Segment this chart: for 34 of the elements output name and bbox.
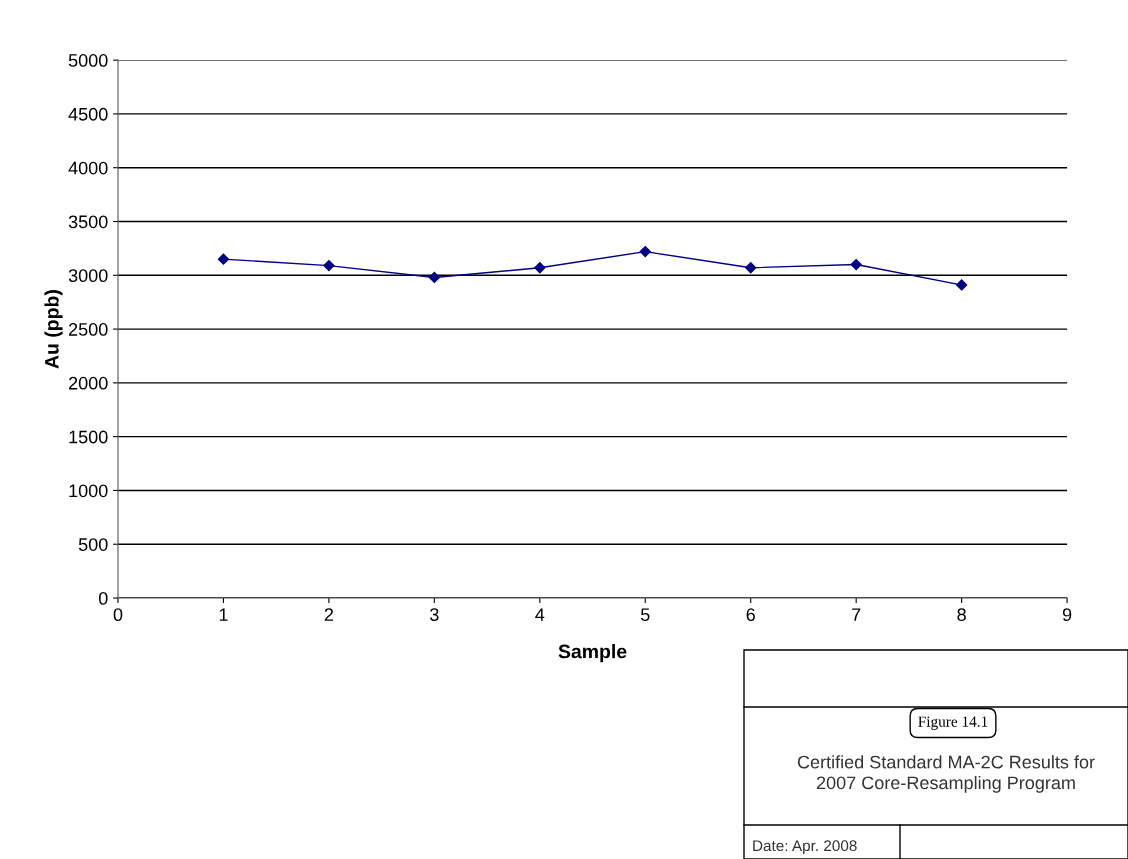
point <box>217 253 230 265</box>
point <box>956 279 968 291</box>
x-tick-label: 4 <box>535 608 545 621</box>
text: Certified Standard MA-2C Results for 2007 Core-Resampling Program <box>797 755 1095 793</box>
y-tick-label: 0 <box>98 591 108 605</box>
x-tick-label: 8 <box>957 608 966 622</box>
x-axis-title: Sample <box>558 644 627 663</box>
x-tick-label: 2 <box>324 608 334 621</box>
y-tick-label: 5000 <box>68 54 108 67</box>
x-tick-label: 7 <box>852 608 861 621</box>
point <box>745 262 757 274</box>
y-tick-label: 3500 <box>68 215 108 229</box>
point <box>323 260 335 272</box>
y-tick-label: 1500 <box>69 430 108 444</box>
y-tick-label: 2000 <box>69 376 108 390</box>
y-tick-label: 4500 <box>68 107 108 121</box>
x-tick-label: 6 <box>746 608 755 622</box>
point <box>534 262 546 274</box>
y-tick-label: 3000 <box>68 269 108 283</box>
caption: Figure 14.1 <box>918 716 988 730</box>
point <box>428 271 440 284</box>
y-tick-label: 1000 <box>69 484 108 498</box>
y-axis-title: Au (ppb) <box>44 290 63 369</box>
point <box>850 258 862 271</box>
y-tick-label: 500 <box>78 538 108 551</box>
text: Date: Apr. 2008 <box>753 840 857 855</box>
x-tick-label: 1 <box>219 608 228 621</box>
y-tick-label: 2500 <box>69 323 108 336</box>
x-tick-label: 0 <box>113 608 123 622</box>
y-tick-label: 4000 <box>68 161 108 175</box>
point <box>639 246 651 258</box>
x-tick-label: 5 <box>640 608 650 622</box>
x-tick-label: 9 <box>1062 608 1072 622</box>
x-tick-label: 3 <box>430 608 439 622</box>
